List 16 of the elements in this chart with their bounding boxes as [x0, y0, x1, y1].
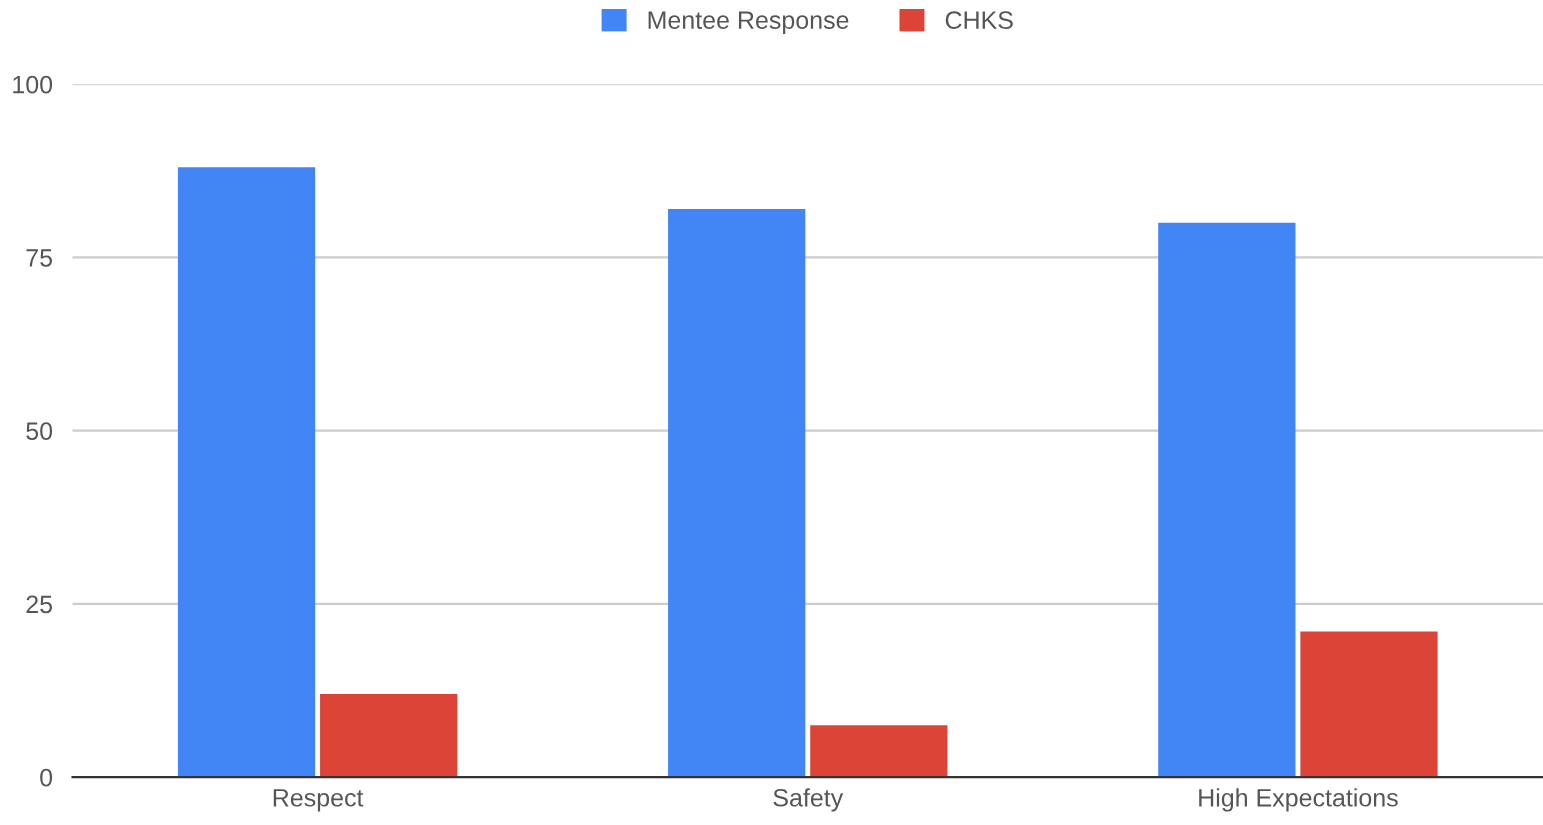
y-tick-label: 25	[26, 595, 53, 614]
x-tick-label: Respect	[273, 789, 364, 812]
legend-label: CHKS	[945, 11, 1013, 29]
x-tick-label: Safety	[773, 788, 844, 812]
y-tick-label: 75	[26, 249, 53, 267]
bar	[810, 725, 948, 778]
bar	[668, 208, 806, 778]
legend-label: Mentee Response	[648, 11, 849, 34]
bar	[320, 693, 458, 778]
bar	[1300, 631, 1438, 778]
y-tick-label: 0	[40, 768, 53, 787]
y-tick-label: 100	[13, 75, 53, 94]
bar	[177, 167, 316, 778]
y-tick-label: 50	[26, 422, 53, 440]
bar	[1158, 222, 1296, 778]
x-tick-label: High Expectations	[1199, 788, 1398, 812]
